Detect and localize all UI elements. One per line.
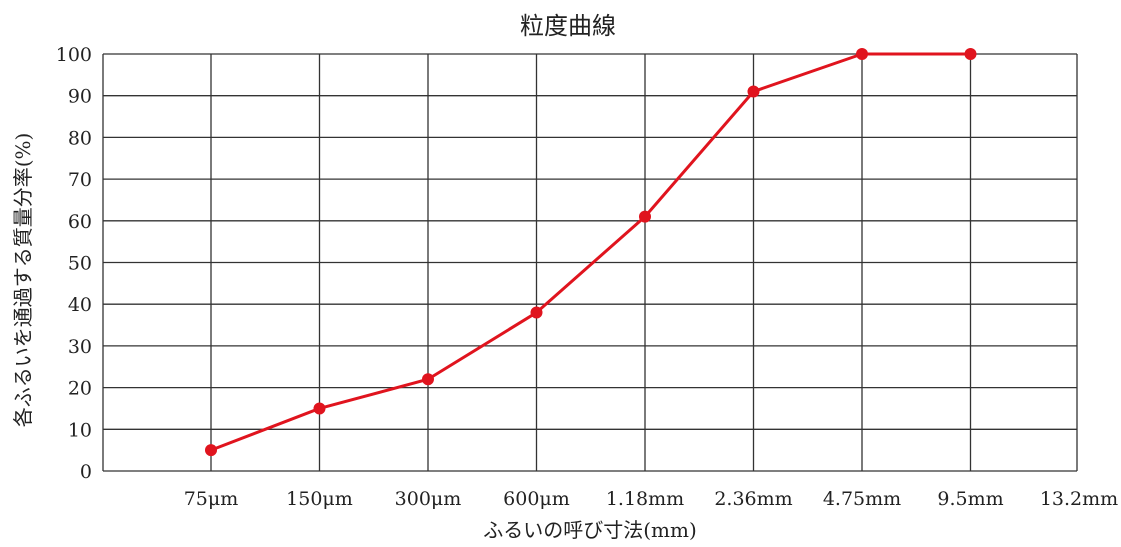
y-tick-label: 100 bbox=[56, 44, 92, 66]
data-point bbox=[747, 85, 760, 98]
data-point bbox=[313, 402, 326, 415]
x-tick-label: 9.5mm bbox=[937, 488, 1003, 510]
x-axis-label: ふるいの呼び寸法(mm) bbox=[483, 518, 697, 542]
x-tick-label: 300μm bbox=[395, 488, 462, 510]
y-tick-label: 10 bbox=[68, 419, 92, 441]
x-tick-label: 13.2mm bbox=[1040, 488, 1118, 510]
y-tick-label: 60 bbox=[68, 211, 92, 233]
plot-grid bbox=[102, 53, 1078, 472]
x-tick-label: 1.18mm bbox=[606, 488, 684, 510]
x-tick-label: 150μm bbox=[286, 488, 353, 510]
y-tick-label: 80 bbox=[68, 127, 92, 149]
data-point bbox=[639, 210, 651, 223]
data-point bbox=[205, 444, 217, 457]
data-series bbox=[205, 48, 977, 457]
x-tick-labels: 75μm 150μm 300μm 600μm 1.18mm 2.36mm 4.75mm 9.5… bbox=[184, 488, 1118, 510]
data-point bbox=[530, 306, 543, 319]
chart-title: 粒度曲線 bbox=[520, 12, 616, 40]
data-point bbox=[964, 48, 977, 60]
data-point bbox=[856, 48, 868, 60]
y-axis-label: 各ふるいを通過する質量分率(%) bbox=[11, 133, 35, 428]
y-tick-label: 90 bbox=[68, 86, 92, 108]
y-tick-label: 0 bbox=[80, 461, 92, 483]
y-tick-label: 30 bbox=[68, 336, 92, 358]
series-line bbox=[210, 52, 971, 452]
y-tick-labels: 0 10 20 30 40 50 60 70 80 90 100 bbox=[56, 44, 92, 483]
x-tick-label: 4.75mm bbox=[823, 488, 901, 510]
x-tick-label: 75μm bbox=[184, 488, 239, 510]
y-tick-label: 20 bbox=[68, 378, 92, 400]
x-tick-label: 2.36mm bbox=[714, 488, 792, 510]
y-tick-label: 40 bbox=[68, 294, 92, 316]
x-tick-label: 600μm bbox=[503, 488, 570, 510]
y-tick-label: 70 bbox=[68, 169, 92, 191]
y-tick-label: 50 bbox=[68, 253, 92, 275]
data-point bbox=[422, 373, 434, 386]
